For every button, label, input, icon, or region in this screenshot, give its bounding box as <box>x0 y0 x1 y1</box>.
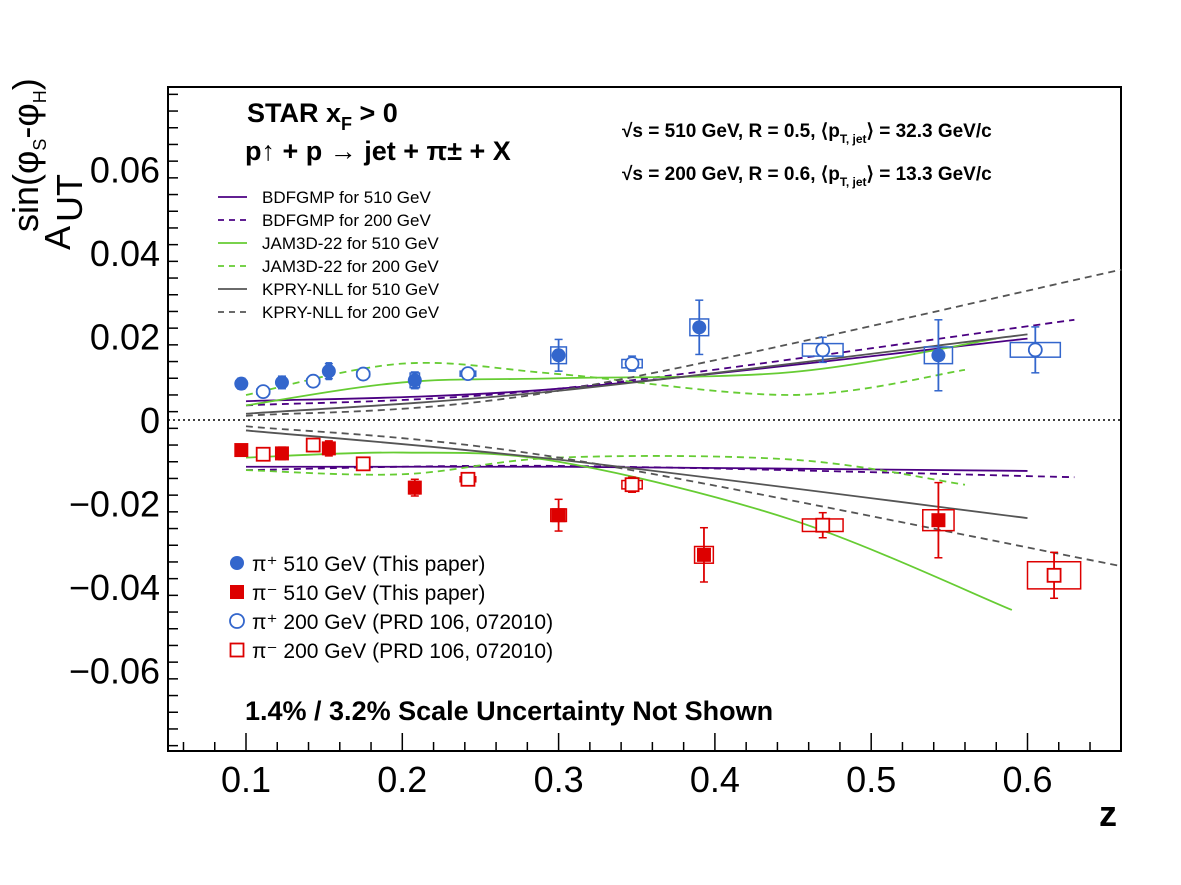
theory-curve <box>245 337 1028 403</box>
data-points <box>234 299 1082 600</box>
legend-label: JAM3D-22 for 510 GeV <box>262 234 439 253</box>
legend-label: JAM3D-22 for 200 GeV <box>262 257 439 276</box>
theory-curve <box>245 318 1075 407</box>
data-point <box>321 441 336 456</box>
legend-label: BDFGMP for 200 GeV <box>262 211 431 230</box>
energy-200-label: √s = 200 GeV, R = 0.6, ⟨pT, jet⟩ = 13.3 … <box>622 164 992 189</box>
theory-curve <box>245 455 966 486</box>
data-point <box>815 342 831 358</box>
data-point <box>696 547 711 562</box>
y-tick-label: 0.02 <box>90 317 160 358</box>
data-point <box>305 437 321 453</box>
legend-marker <box>230 556 244 570</box>
theory-curve <box>245 451 1013 611</box>
star-title: STAR xF > 0 <box>247 98 398 134</box>
y-axis-label-main: A <box>37 226 78 250</box>
data-point <box>931 348 946 363</box>
theory-curves <box>245 268 1122 611</box>
data-point <box>692 320 707 335</box>
reaction-label: p↑ + p → jet + π± + X <box>245 136 511 166</box>
x-tick-label: 0.4 <box>690 759 740 800</box>
data-point <box>305 373 321 389</box>
data-point <box>815 517 831 533</box>
legend-marker <box>230 585 244 599</box>
y-tick-label: 0.04 <box>90 233 160 274</box>
legend-label: π⁺ 510 GeV (This paper) <box>252 553 485 576</box>
scale-uncertainty-label: 1.4% / 3.2% Scale Uncertainty Not Shown <box>245 696 773 726</box>
theory-curve <box>245 425 1122 568</box>
y-axis-label: A UT sin(φS-φH) <box>5 78 90 250</box>
legend-label: π⁺ 200 GeV (PRD 106, 072010) <box>252 611 553 634</box>
data-point <box>407 480 422 495</box>
data-point <box>1046 567 1062 583</box>
data-point <box>255 446 271 462</box>
theory-curve <box>245 337 997 407</box>
plot-frame <box>167 86 1122 752</box>
x-tick-label: 0.1 <box>221 759 271 800</box>
x-tick-label: 0.6 <box>1002 759 1052 800</box>
y-tick-label: −0.06 <box>69 651 160 692</box>
y-tick-label: −0.04 <box>69 567 160 608</box>
y-tick-label: 0 <box>140 400 160 441</box>
axis-ticks <box>168 93 1091 751</box>
x-tick-label: 0.2 <box>377 759 427 800</box>
legend-label: π⁻ 510 GeV (This paper) <box>252 582 485 605</box>
data-point <box>355 366 371 382</box>
y-tick-labels: −0.06 −0.04 −0.02 0 0.02 0.04 0.06 <box>69 150 160 692</box>
y-tick-label: −0.02 <box>69 484 160 525</box>
data-point <box>274 446 289 461</box>
data-point <box>355 456 371 472</box>
theory-curve <box>245 361 966 396</box>
x-axis-label: z <box>1099 793 1117 834</box>
y-axis-label-sub: UT <box>49 174 90 222</box>
data-point <box>624 356 640 372</box>
y-tick-label: 0.06 <box>90 150 160 191</box>
data-point <box>931 513 946 528</box>
theory-curve <box>245 268 1122 417</box>
x-tick-label: 0.5 <box>846 759 896 800</box>
data-point <box>274 375 289 390</box>
data-point <box>551 508 566 523</box>
data-point <box>255 384 271 400</box>
legend-curves: BDFGMP for 510 GeV BDFGMP for 200 GeV JAM… <box>218 188 440 322</box>
legend-marker <box>229 613 245 629</box>
data-point <box>234 376 249 391</box>
data-point <box>624 477 640 493</box>
data-point <box>551 348 566 363</box>
data-point <box>407 373 422 388</box>
x-tick-label: 0.3 <box>534 759 584 800</box>
legend-label: KPRY-NLL for 200 GeV <box>262 303 440 322</box>
y-axis-label-sup: sin(φS-φH) <box>5 78 50 232</box>
legend-label: KPRY-NLL for 510 GeV <box>262 280 440 299</box>
data-point <box>321 364 336 379</box>
theory-curve <box>245 333 1028 415</box>
legend-label: BDFGMP for 510 GeV <box>262 188 431 207</box>
legend-points: π⁺ 510 GeV (This paper) π⁻ 510 GeV (This … <box>229 553 553 663</box>
theory-curve <box>245 429 1028 520</box>
data-point <box>1027 342 1043 358</box>
legend-label: π⁻ 200 GeV (PRD 106, 072010) <box>252 640 553 663</box>
legend-marker <box>229 642 245 658</box>
data-point <box>460 471 476 487</box>
energy-510-label: √s = 510 GeV, R = 0.5, ⟨pT, jet⟩ = 32.3 … <box>622 121 992 146</box>
theory-curve <box>245 465 1028 472</box>
x-tick-labels: 0.1 0.2 0.3 0.4 0.5 0.6 <box>221 759 1053 800</box>
data-point <box>460 366 476 382</box>
data-point <box>234 443 249 458</box>
